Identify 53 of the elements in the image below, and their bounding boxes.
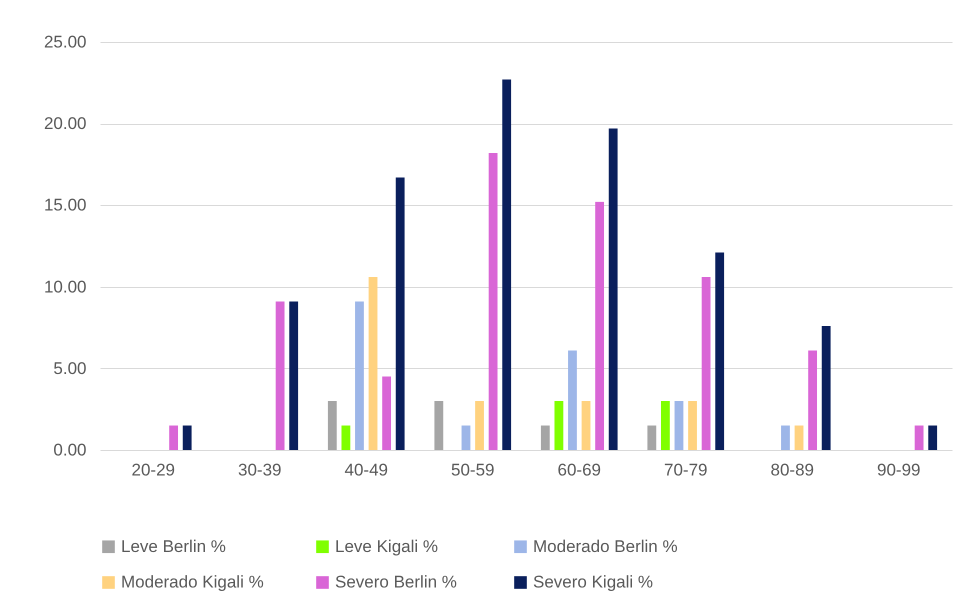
bar <box>368 277 378 450</box>
bar <box>595 202 604 450</box>
bar <box>488 152 498 450</box>
y-tick-label: 5.00 <box>53 358 86 378</box>
bar <box>502 80 512 450</box>
bar <box>608 128 618 450</box>
bar <box>674 401 684 450</box>
bar <box>328 401 337 450</box>
bar <box>660 401 670 450</box>
x-tick-label: 90-99 <box>877 460 920 480</box>
y-tick-label: 10.00 <box>44 277 86 296</box>
bar <box>822 326 831 450</box>
bar <box>554 401 564 450</box>
bar <box>276 301 285 450</box>
bar <box>540 426 550 450</box>
bar <box>289 301 298 450</box>
x-tick-label: 30-39 <box>238 460 282 480</box>
legend-label: Leve Berlin % <box>121 536 226 556</box>
bar <box>808 350 818 450</box>
y-tick-label: 0.00 <box>53 440 86 460</box>
legend-label: Leve Kigali % <box>335 536 438 556</box>
bar <box>434 401 444 450</box>
bar <box>475 401 484 450</box>
bar <box>582 401 590 450</box>
bar <box>794 426 804 450</box>
bar <box>568 350 577 450</box>
x-tick-label: 70-79 <box>664 460 708 480</box>
bar <box>702 277 711 450</box>
y-tick-label: 20.00 <box>44 114 86 134</box>
x-tick-label: 50-59 <box>451 460 494 480</box>
bar <box>169 426 178 450</box>
bar <box>355 301 364 450</box>
x-tick-label: 80-89 <box>770 460 814 480</box>
bar <box>341 426 350 450</box>
x-tick-label: 20-29 <box>132 460 175 480</box>
bar <box>715 252 724 450</box>
x-tick-label: 60-69 <box>558 460 601 480</box>
legend-label: Severo Kigali % <box>533 572 654 592</box>
bar <box>396 177 405 450</box>
legend-label: Severo Berlin % <box>335 572 457 592</box>
legend-label: Moderado Kigali % <box>121 572 264 592</box>
bar <box>462 426 470 450</box>
bar <box>688 401 697 450</box>
y-tick-label: 25.00 <box>44 32 86 52</box>
bar <box>182 426 192 450</box>
bar <box>928 426 938 450</box>
bar <box>914 426 924 450</box>
bar <box>647 426 656 450</box>
x-tick-label: 40-49 <box>344 460 388 480</box>
y-tick-label: 15.00 <box>44 196 86 215</box>
legend-label: Moderado Berlin % <box>533 536 678 556</box>
bar <box>382 376 392 450</box>
bar <box>781 426 790 450</box>
